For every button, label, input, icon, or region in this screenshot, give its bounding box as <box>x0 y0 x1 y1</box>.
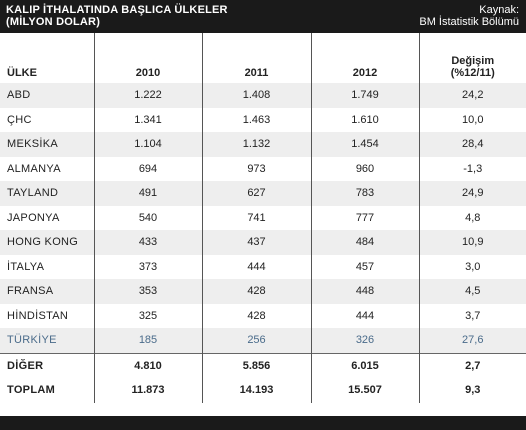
cell-change: 28,4 <box>418 132 526 157</box>
cell-country: HONG KONG <box>0 230 94 255</box>
table-row: ÇHC 1.341 1.463 1.610 10,0 <box>0 107 526 132</box>
source-label: Kaynak: <box>479 4 519 16</box>
table-row: ALMANYA 694 973 960 -1,3 <box>0 156 526 181</box>
cell-y2012: 1.454 <box>310 132 419 157</box>
cell-y2011: 627 <box>201 181 311 206</box>
import-table: ÜLKE 2010 2011 2012 Değişim (%12/11) ABD… <box>0 33 526 403</box>
cell-y2010: 373 <box>93 254 202 279</box>
cell-change: 24,9 <box>418 181 526 206</box>
table-row: MEKSİKA 1.104 1.132 1.454 28,4 <box>0 132 526 157</box>
cell-country: ÇHC <box>7 113 32 126</box>
cell-change: 10,9 <box>418 230 526 255</box>
cell-y2011: 1.408 <box>201 83 311 108</box>
cell-y2012: 444 <box>310 303 419 328</box>
cell-change: 4,5 <box>418 279 526 304</box>
source-note: Kaynak: BM İstatistik Bölümü <box>419 4 519 28</box>
cell-y2010: 491 <box>93 181 202 206</box>
table-row: HİNDİSTAN 325 428 444 3,7 <box>0 303 526 328</box>
table-row: TAYLAND 491 627 783 24,9 <box>0 181 526 206</box>
cell-y2010: 11.873 <box>93 378 202 403</box>
table-row: JAPONYA 540 741 777 4,8 <box>0 205 526 230</box>
cell-y2011: 256 <box>201 328 311 353</box>
title-line-2: (MİLYON DOLAR) <box>6 16 101 28</box>
table-row: TÜRKİYE 185 256 326 27,6 <box>0 328 526 353</box>
cell-change: 24,2 <box>418 83 526 108</box>
cell-change: 4,8 <box>418 205 526 230</box>
col-header-2011: 2011 <box>201 33 311 83</box>
cell-y2012: 6.015 <box>310 352 419 378</box>
cell-y2011: 428 <box>201 303 311 328</box>
cell-y2012: 15.507 <box>310 378 419 403</box>
cell-y2010: 1.222 <box>93 83 202 108</box>
cell-y2011: 741 <box>201 205 311 230</box>
cell-y2010: 1.341 <box>93 107 202 132</box>
table-row: TOPLAM 11.873 14.193 15.507 9,3 <box>0 378 526 403</box>
cell-country: JAPONYA <box>7 211 60 224</box>
cell-change: 9,3 <box>418 378 526 403</box>
col-header-change-line2: (%12/11) <box>450 67 495 79</box>
title-line-1: KALIP İTHALATINDA BAŞLICA ÜLKELER <box>6 4 228 16</box>
col-header-2012: 2012 <box>310 33 419 83</box>
cell-y2010: 185 <box>93 328 202 353</box>
cell-y2011: 444 <box>201 254 311 279</box>
cell-country: DİĞER <box>0 352 94 378</box>
cell-country: HİNDİSTAN <box>7 309 69 322</box>
footer-bar <box>0 416 526 430</box>
cell-country: TÜRKİYE <box>0 328 94 353</box>
cell-change: -1,3 <box>418 156 526 181</box>
cell-country: İTALYA <box>7 260 45 273</box>
source-name: BM İstatistik Bölümü <box>419 16 519 28</box>
cell-y2012: 783 <box>310 181 419 206</box>
cell-change: 10,0 <box>418 107 526 132</box>
cell-y2010: 4.810 <box>93 352 202 378</box>
col-header-country: ÜLKE <box>7 67 37 79</box>
cell-country: TAYLAND <box>0 181 94 206</box>
table-row: HONG KONG 433 437 484 10,9 <box>0 230 526 255</box>
cell-y2012: 1.610 <box>310 107 419 132</box>
cell-y2012: 960 <box>310 156 419 181</box>
col-header-change-line1: Değişim <box>451 55 495 67</box>
cell-y2011: 14.193 <box>201 378 311 403</box>
cell-country: FRANSA <box>0 279 94 304</box>
cell-y2012: 448 <box>310 279 419 304</box>
cell-y2012: 326 <box>310 328 419 353</box>
cell-country: ALMANYA <box>7 162 61 175</box>
cell-y2011: 973 <box>201 156 311 181</box>
cell-y2011: 1.463 <box>201 107 311 132</box>
cell-y2012: 777 <box>310 205 419 230</box>
cell-y2012: 484 <box>310 230 419 255</box>
cell-y2010: 433 <box>93 230 202 255</box>
table-row: ABD 1.222 1.408 1.749 24,2 <box>0 83 526 108</box>
cell-country: ABD <box>0 83 94 108</box>
cell-y2012: 1.749 <box>310 83 419 108</box>
table-row: İTALYA 373 444 457 3,0 <box>0 254 526 279</box>
cell-change: 2,7 <box>418 352 526 378</box>
cell-y2011: 428 <box>201 279 311 304</box>
cell-country: TOPLAM <box>7 384 56 397</box>
cell-change: 27,6 <box>418 328 526 353</box>
table-title: KALIP İTHALATINDA BAŞLICA ÜLKELER (MİLYO… <box>6 4 228 28</box>
cell-y2010: 353 <box>93 279 202 304</box>
cell-y2011: 5.856 <box>201 352 311 378</box>
cell-y2010: 325 <box>93 303 202 328</box>
cell-change: 3,7 <box>418 303 526 328</box>
cell-y2010: 694 <box>93 156 202 181</box>
cell-country: MEKSİKA <box>0 132 94 157</box>
table-row: FRANSA 353 428 448 4,5 <box>0 279 526 304</box>
table-header-bar: KALIP İTHALATINDA BAŞLICA ÜLKELER (MİLYO… <box>0 0 526 33</box>
cell-y2012: 457 <box>310 254 419 279</box>
cell-y2011: 437 <box>201 230 311 255</box>
cell-change: 3,0 <box>418 254 526 279</box>
cell-y2010: 540 <box>93 205 202 230</box>
cell-y2010: 1.104 <box>93 132 202 157</box>
col-header-change: Değişim (%12/11) <box>418 33 526 83</box>
table-row: DİĞER 4.810 5.856 6.015 2,7 <box>0 352 526 378</box>
column-header-row: ÜLKE 2010 2011 2012 Değişim (%12/11) <box>0 33 526 83</box>
col-header-2010: 2010 <box>93 33 202 83</box>
cell-y2011: 1.132 <box>201 132 311 157</box>
